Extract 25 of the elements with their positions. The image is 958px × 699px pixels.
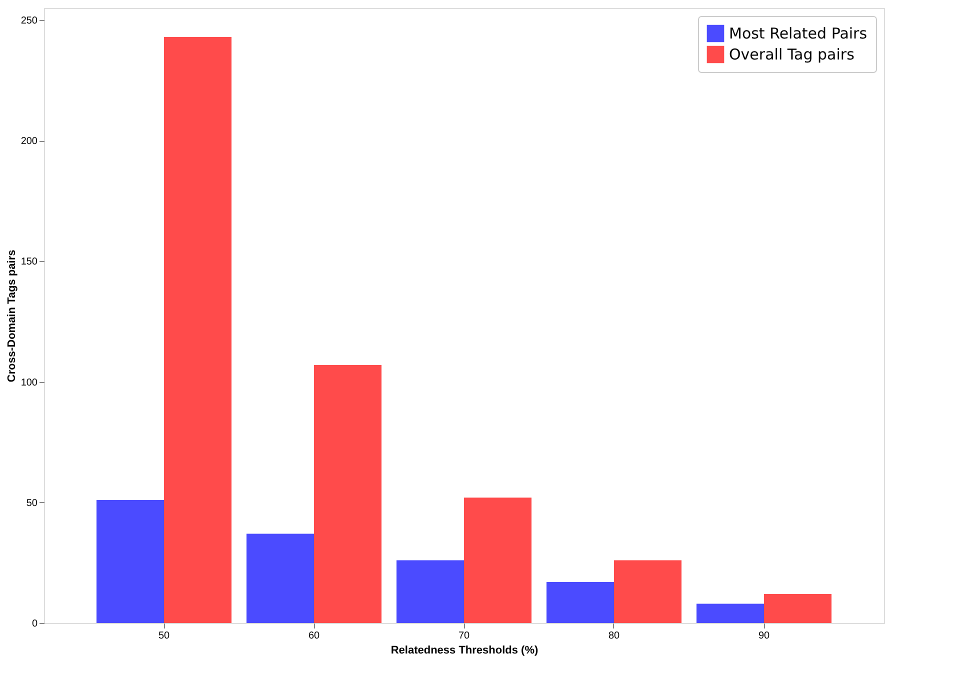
x-tick-label: 60 <box>308 630 320 642</box>
bar <box>96 500 164 623</box>
bar <box>696 604 764 623</box>
bar <box>164 36 232 623</box>
bar <box>546 582 614 623</box>
y-tick-label: 250 <box>20 16 38 27</box>
y-tick-label: 0 <box>32 618 38 630</box>
bar <box>764 594 832 623</box>
bar <box>614 560 682 623</box>
x-axis-title: Relatedness Thresholds (%) <box>390 644 538 656</box>
y-tick-label: 100 <box>20 377 38 388</box>
x-tick-label: 70 <box>458 630 470 642</box>
bar <box>464 498 532 623</box>
y-tick-label: 150 <box>20 256 38 268</box>
bar <box>396 560 464 623</box>
legend-label: Overall Tag pairs <box>729 46 855 64</box>
x-tick-label: 50 <box>158 630 170 642</box>
y-tick-label: 200 <box>20 136 38 148</box>
legend-label: Most Related Pairs <box>729 24 868 42</box>
bar <box>314 364 382 623</box>
bar <box>246 534 314 623</box>
x-tick-label: 80 <box>608 630 620 642</box>
x-tick-label: 90 <box>758 630 770 642</box>
y-axis-title: Cross-Domain Tags pairs <box>6 250 18 382</box>
y-tick-label: 50 <box>26 498 38 509</box>
